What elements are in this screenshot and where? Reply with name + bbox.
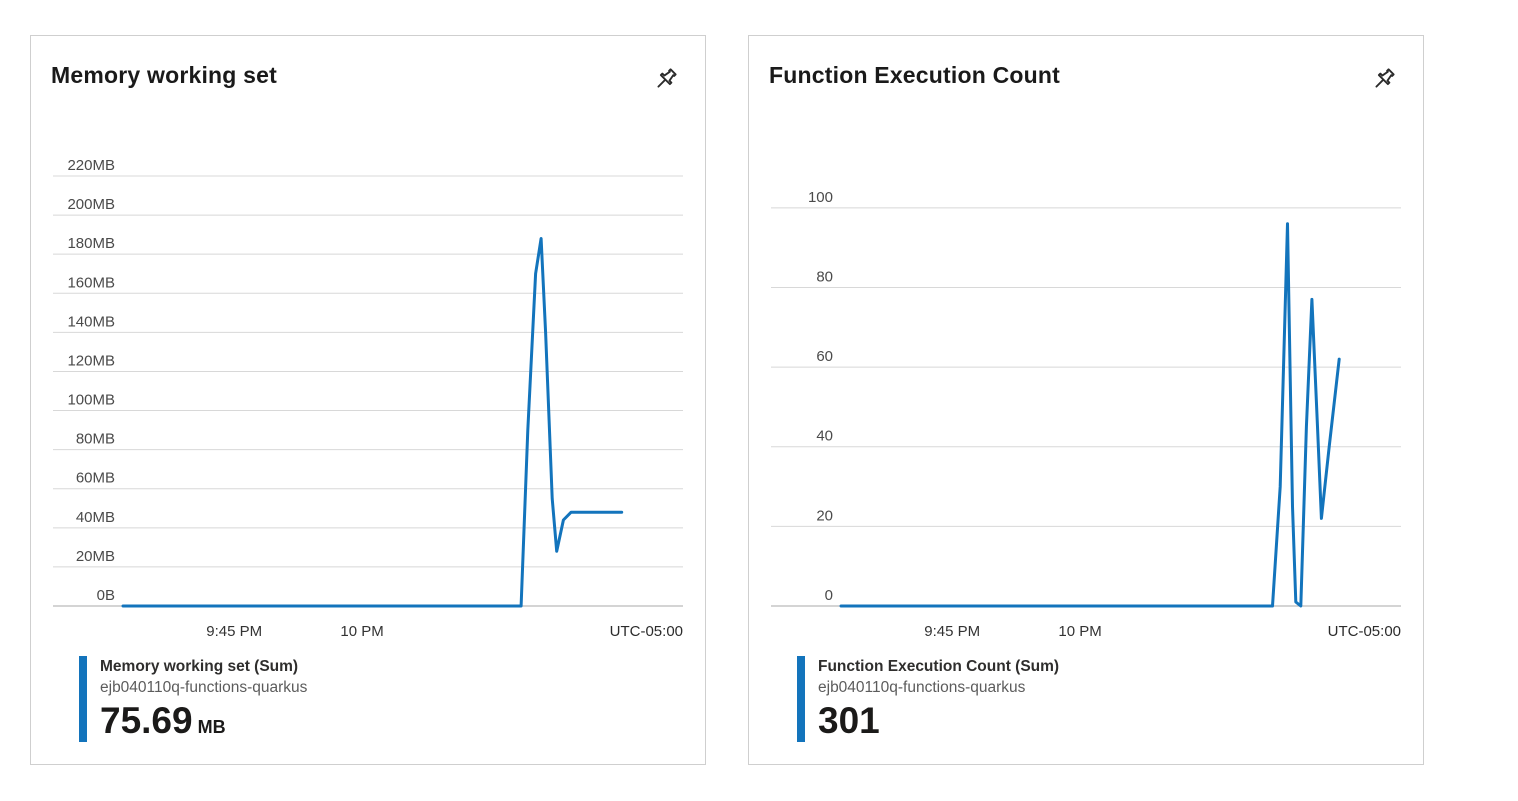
series-line [839, 222, 1341, 608]
summary-value: 75.69 [100, 700, 193, 741]
y-tick-label: 20MB [76, 548, 115, 565]
series-name: Memory working set (Sum) [100, 658, 299, 675]
y-tick-label: 220MB [67, 157, 115, 174]
series-name: Function Execution Count (Sum) [818, 658, 1060, 675]
metric-card-function-execution-count: Function Execution Count 100 80 60 40 20 0 9:4… [748, 35, 1424, 765]
series-line [121, 237, 624, 608]
y-tick-label: 120MB [67, 352, 115, 369]
series-color-swatch [797, 656, 805, 742]
summary-unit: MB [197, 717, 226, 737]
chart-title: Function Execution Count [769, 62, 1060, 88]
x-tick-label: 10 PM [340, 623, 383, 640]
y-tick-label: 0B [97, 587, 115, 604]
summary-value: 301 [818, 700, 880, 741]
x-tick-label: 9:45 PM [206, 623, 262, 640]
y-tick-label: 100 [808, 189, 833, 206]
card-header: Function Execution Count [769, 62, 1403, 98]
line-chart-function-execution-count[interactable]: 100 80 60 40 20 0 9:45 PM 10 PM UTC-05:00 [769, 146, 1403, 646]
y-tick-label: 180MB [67, 235, 115, 252]
y-tick-label: 80 [816, 268, 833, 285]
y-tick-label: 60MB [76, 470, 115, 487]
chart-title: Memory working set [51, 62, 277, 88]
y-tick-label: 0 [825, 587, 833, 604]
y-tick-label: 20 [816, 507, 833, 524]
series-resource: ejb040110q-functions-quarkus [100, 679, 308, 696]
pin-icon [657, 68, 677, 88]
timezone-label: UTC-05:00 [1328, 623, 1401, 640]
summary-value-row: 75.69 MB [100, 700, 307, 742]
pin-button[interactable] [647, 62, 683, 98]
x-tick-label: 9:45 PM [924, 623, 980, 640]
y-tick-label: 40MB [76, 509, 115, 526]
series-color-swatch [79, 656, 87, 742]
y-tick-label: 200MB [67, 196, 115, 213]
pin-button[interactable] [1365, 62, 1401, 98]
summary-value-row: 301 [818, 700, 1059, 742]
legend-text: Function Execution Count (Sum) ejb040110… [818, 656, 1059, 742]
y-tick-label: 100MB [67, 392, 115, 409]
legend-text: Memory working set (Sum) ejb040110q-func… [100, 656, 307, 742]
metrics-dashboard: Memory working set 220MB 200MB 180MB 160MB 1… [30, 35, 1424, 765]
timezone-label: UTC-05:00 [610, 623, 683, 640]
y-tick-label: 140MB [67, 313, 115, 330]
chart-legend: Memory working set (Sum) ejb040110q-func… [79, 656, 685, 742]
y-tick-label: 40 [816, 428, 833, 445]
x-tick-label: 10 PM [1058, 623, 1101, 640]
y-tick-label: 160MB [67, 274, 115, 291]
pin-icon [1375, 68, 1395, 88]
card-header: Memory working set [51, 62, 685, 98]
line-chart-memory-working-set[interactable]: 220MB 200MB 180MB 160MB 140MB 120MB 100MB 80MB 6… [51, 146, 685, 646]
y-tick-label: 80MB [76, 431, 115, 448]
y-tick-label: 60 [816, 348, 833, 365]
series-resource: ejb040110q-functions-quarkus [818, 679, 1026, 696]
metric-card-memory-working-set: Memory working set 220MB 200MB 180MB 160MB 1… [30, 35, 706, 765]
chart-legend: Function Execution Count (Sum) ejb040110… [797, 656, 1403, 742]
